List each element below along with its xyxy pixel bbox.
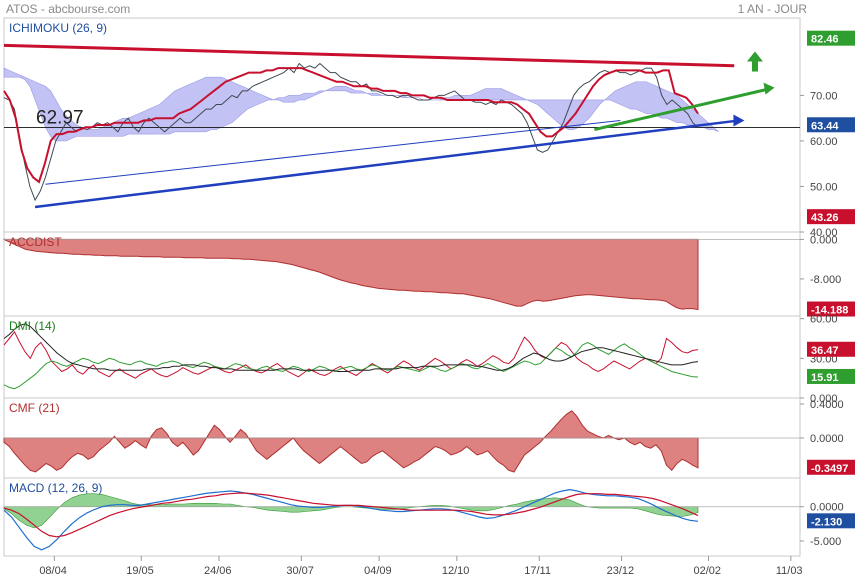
value-badge: -0.3497: [807, 459, 855, 475]
resistance-trendline: [3, 43, 735, 68]
cmf-area: [3, 410, 699, 473]
y-tick-label: 0.000: [810, 234, 838, 246]
price-line: [3, 62, 699, 202]
value-badge-text: -14.188: [811, 305, 848, 317]
reference-value-label: 62.97: [36, 107, 84, 128]
ichimoku-panel-title: ICHIMOKU (26, 9): [9, 21, 107, 35]
panel-frame-4: [3, 477, 801, 557]
value-badge-bg: [807, 368, 855, 384]
value-badge-text: -0.3497: [811, 463, 848, 475]
accdist-panel-title: ACCDIST: [9, 235, 62, 249]
kijun-line: [3, 67, 699, 184]
x-tick-label: 08/04: [39, 565, 67, 577]
x-tick-label: 04/09: [364, 565, 392, 577]
y-tick-label: 50.00: [810, 181, 838, 193]
y-tick-label: 0.0000: [810, 502, 844, 514]
value-badge-bg: [807, 513, 855, 529]
value-badge-text: 82.46: [811, 34, 839, 46]
dmi-series-line-1: [3, 341, 699, 390]
value-badge-bg: [807, 341, 855, 357]
green-trendline: [594, 87, 771, 132]
value-badge-bg: [807, 117, 855, 133]
cmf-panel-title: CMF (21): [9, 401, 60, 415]
x-tick-label: 11/03: [776, 565, 803, 577]
x-tick-label: 02/02: [694, 565, 722, 577]
value-badge-text: 63.44: [811, 120, 839, 132]
value-badge-text: 15.91: [811, 372, 839, 384]
dmi-series-line-0: [3, 330, 699, 379]
dmi-panel-title: DMI (14): [9, 319, 56, 333]
y-tick-label: 70.00: [810, 90, 838, 102]
value-badge-bg: [807, 30, 855, 46]
macd-histogram: [3, 493, 699, 529]
x-tick-label: 30/07: [286, 565, 314, 577]
x-tick-label: 12/10: [442, 565, 470, 577]
green-arrow-icon: [763, 82, 775, 95]
support-trendline: [34, 119, 740, 209]
y-tick-label: 60.00: [810, 314, 838, 326]
value-badge: 63.44: [807, 117, 855, 133]
x-tick-label: 23/12: [607, 565, 635, 577]
value-badge-bg: [807, 459, 855, 475]
panel-frame-2: [3, 315, 801, 399]
y-tick-label: -5.000: [810, 536, 841, 548]
value-badge-text: 43.26: [811, 212, 839, 224]
macd-series-line-1: [3, 492, 699, 538]
chart-period-label[interactable]: 1 AN - JOUR: [737, 2, 807, 16]
y-tick-label: 60.00: [810, 136, 838, 148]
up-arrow-shaft: [751, 61, 758, 72]
value-badge-text: -2.130: [811, 516, 842, 528]
x-tick-label: 24/06: [204, 565, 232, 577]
value-badge: 82.46: [807, 30, 855, 46]
y-tick-label: 0.000: [810, 393, 838, 405]
y-tick-label: 40.00: [810, 227, 838, 239]
x-tick-label: 19/05: [126, 565, 154, 577]
dmi-series-line-2: [3, 323, 699, 372]
accdist-area: [3, 238, 699, 311]
value-badge: -2.130: [807, 513, 855, 529]
y-tick-label: 0.4000: [810, 399, 844, 411]
value-badge: 43.26: [807, 209, 855, 225]
y-tick-label: 0.0000: [810, 433, 844, 445]
value-badge: 15.91: [807, 368, 855, 384]
value-badge-bg: [807, 209, 855, 225]
x-tick-label: 17/11: [524, 565, 551, 577]
value-badge: -14.188: [807, 301, 855, 317]
blue-arrow-icon: [733, 114, 745, 127]
macd-panel-title: MACD (12, 26, 9): [9, 481, 102, 495]
value-badge: 36.47: [807, 341, 855, 357]
up-arrow-icon: [746, 51, 763, 62]
value-badge-text: 36.47: [811, 345, 839, 357]
chart-source-title: ATOS - abcbourse.com: [6, 2, 131, 16]
y-tick-label: -8.000: [810, 274, 841, 286]
thin-support-trendline: [45, 119, 621, 185]
ichimoku-cloud: [3, 67, 719, 142]
value-badge-bg: [807, 301, 855, 317]
